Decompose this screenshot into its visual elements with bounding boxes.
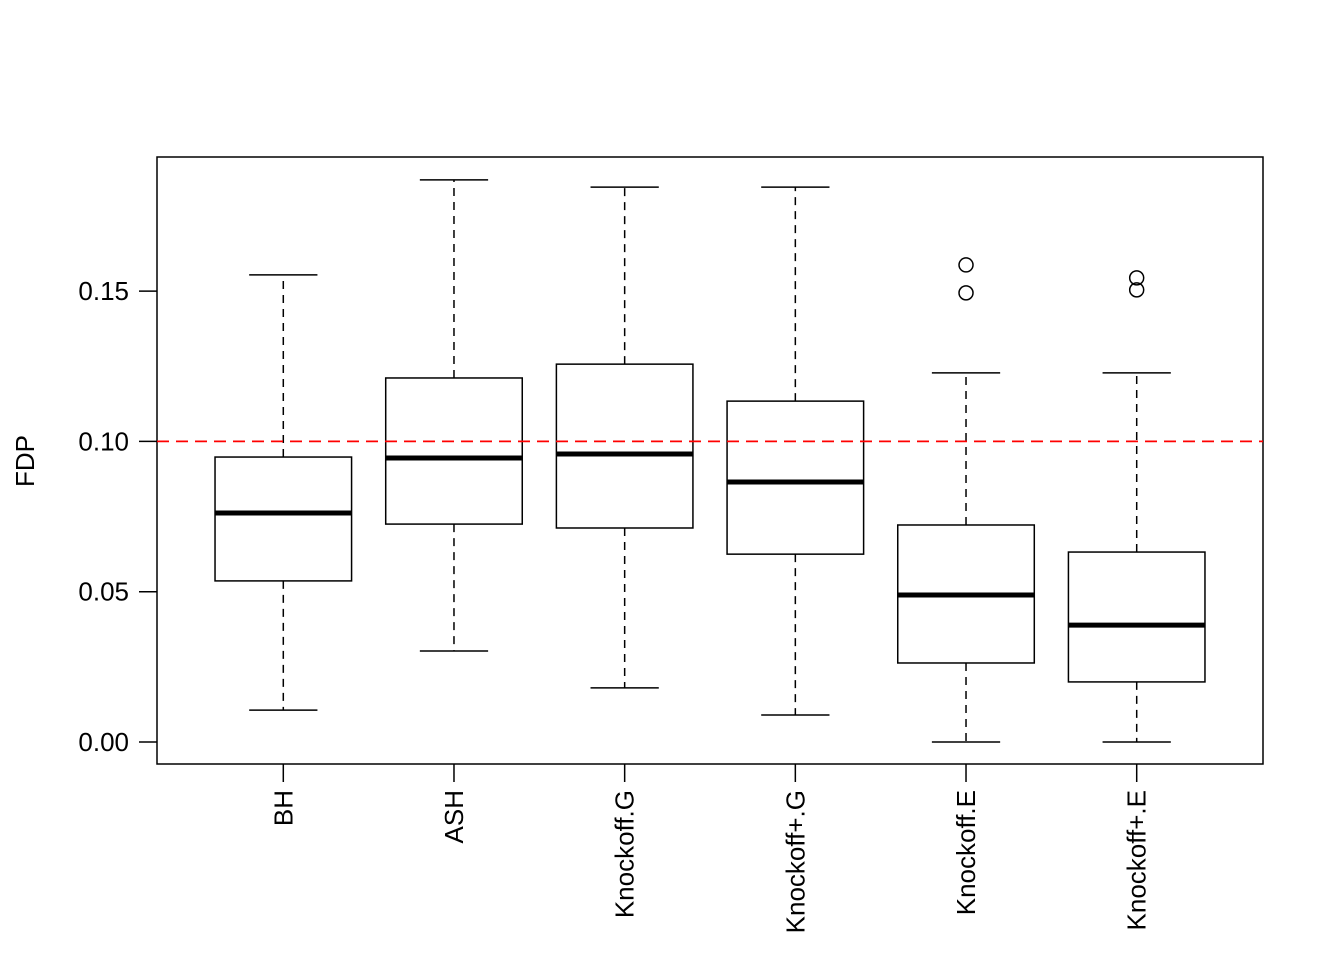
x-tick-label: Knockoff.E [951, 790, 981, 915]
x-axis: BH ASH Knockoff.G Knockoff+.G Knockoff.E Knoc… [268, 764, 1152, 933]
y-axis-label: FDP [10, 435, 40, 487]
x-tick-label: Knockoff+.E [1122, 790, 1152, 930]
outlier-point [1128, 270, 1145, 286]
box-knockoff-g [555, 186, 694, 689]
iqr-box [726, 400, 865, 555]
x-tick-label: Knockoff+.G [780, 790, 810, 933]
iqr-box [214, 456, 353, 582]
y-tick-label: 0.10 [78, 426, 129, 456]
iqr-box [384, 377, 524, 525]
box-knockoff-e [1067, 270, 1206, 743]
outlier-point [958, 285, 974, 301]
y-tick-label: 0.15 [78, 276, 129, 306]
outlier-point [1128, 282, 1145, 298]
box-ash [384, 179, 524, 652]
outlier-point [958, 257, 974, 273]
y-tick-label: 0.00 [78, 727, 129, 757]
boxes [214, 179, 1206, 743]
box-knockoff-g [726, 186, 865, 716]
y-tick-label: 0.05 [78, 577, 129, 607]
x-tick-label: BH [268, 790, 298, 826]
iqr-box [1067, 551, 1206, 683]
x-tick-label: Knockoff.G [610, 790, 640, 918]
plot-frame [156, 156, 1264, 765]
box-knockoff-e [896, 257, 1036, 743]
iqr-box [555, 363, 694, 529]
x-tick-label: ASH [439, 790, 469, 843]
y-axis: 0.00 0.05 0.10 0.15 [78, 276, 157, 757]
box-bh [214, 274, 353, 711]
